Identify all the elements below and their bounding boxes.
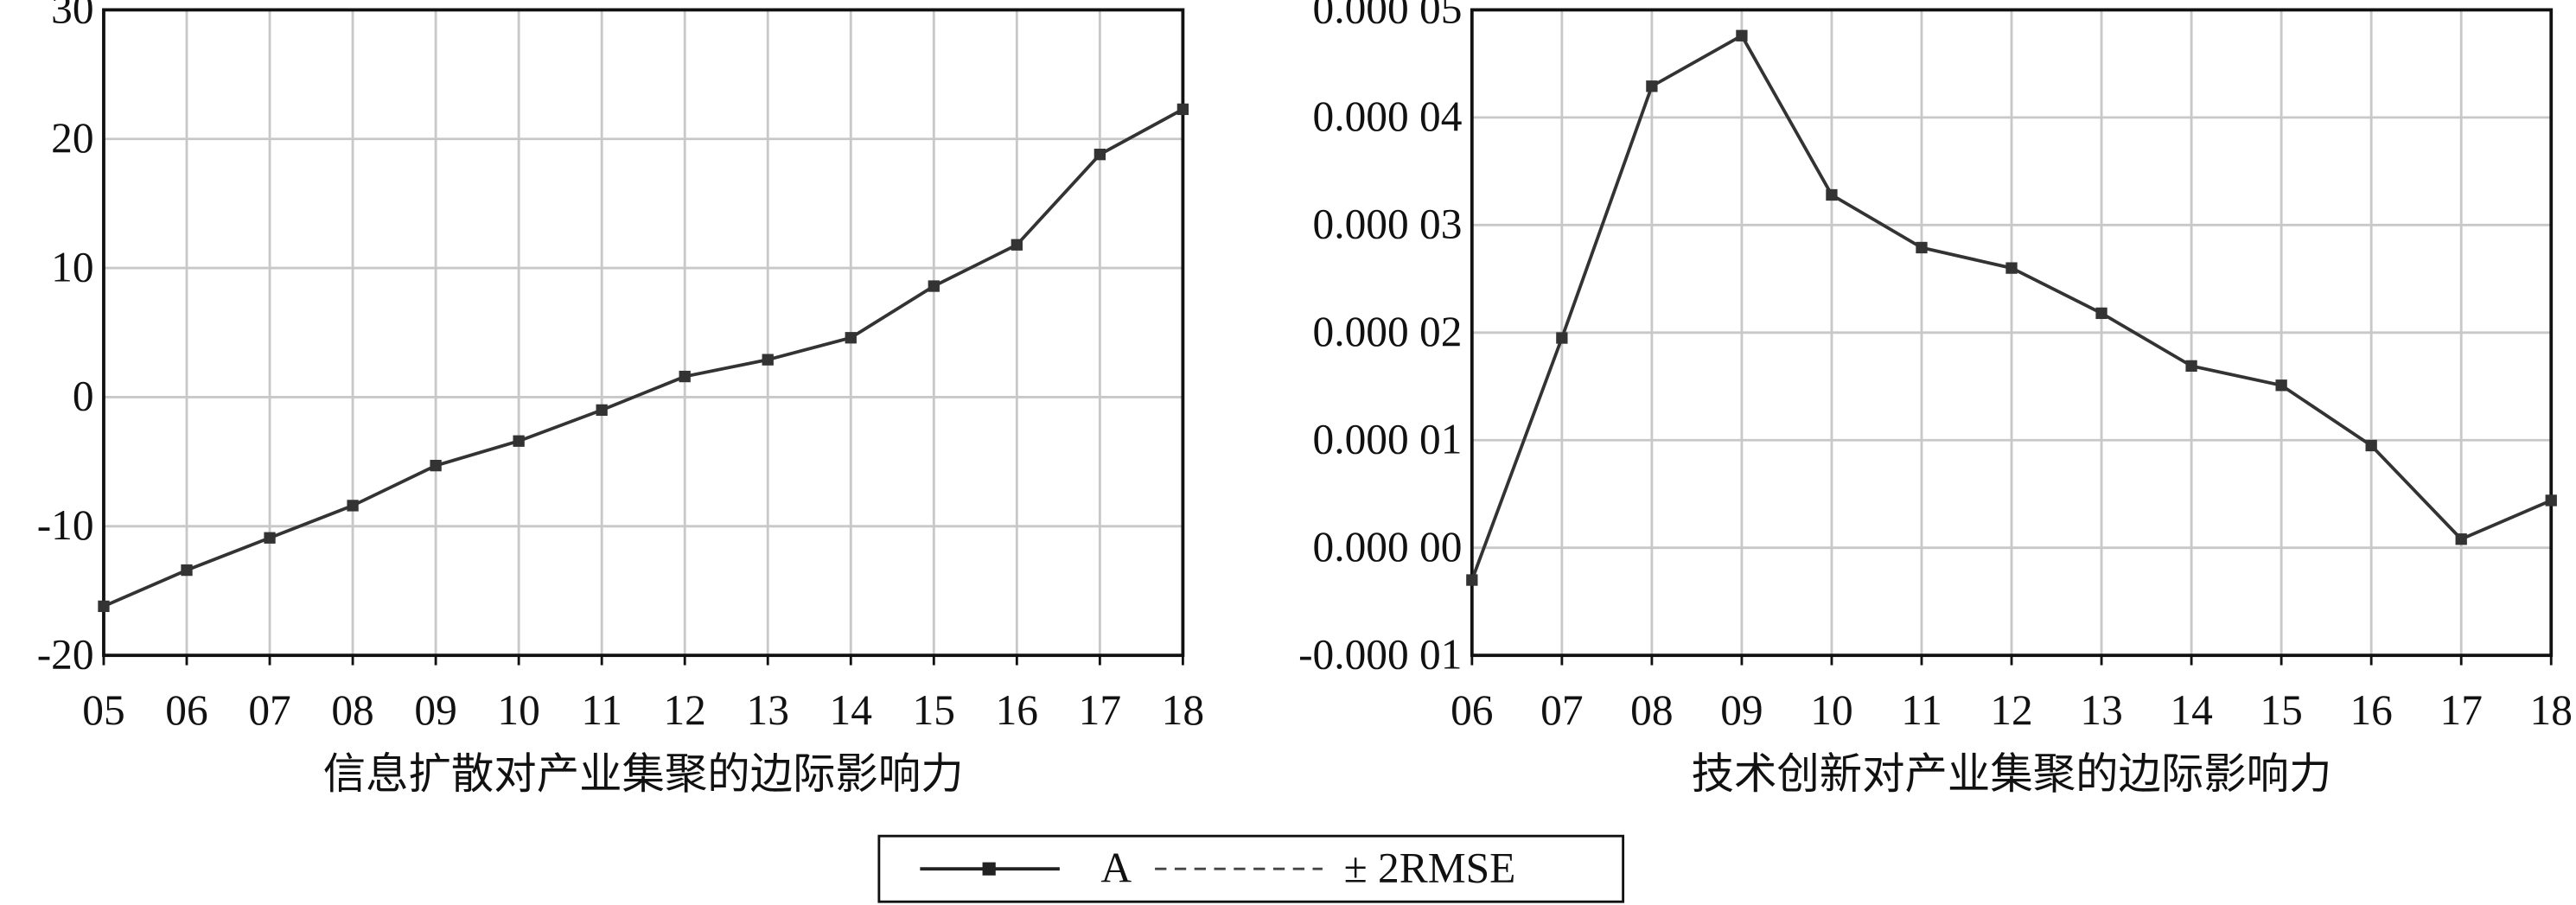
- y-tick-label: -0.000 01: [1298, 630, 1462, 678]
- data-point: [1646, 80, 1658, 92]
- data-point: [430, 459, 442, 472]
- x-tick-label: 18: [2530, 686, 2573, 734]
- y-tick-label: 0: [73, 373, 94, 420]
- x-tick-label: 15: [913, 686, 955, 734]
- y-tick-label: 10: [51, 243, 93, 290]
- data-point: [513, 435, 525, 447]
- data-point: [1094, 149, 1106, 161]
- x-tick-label: 14: [2170, 686, 2212, 734]
- data-point: [596, 404, 608, 417]
- data-point: [762, 354, 774, 366]
- x-tick-label: 08: [1630, 686, 1673, 734]
- y-tick-label: 0.000 00: [1313, 523, 1463, 570]
- legend-label: A: [1100, 844, 1132, 891]
- x-tick-label: 11: [1901, 686, 1942, 734]
- x-tick-label: 06: [165, 686, 207, 734]
- data-point: [1826, 188, 1838, 201]
- x-tick-label: 16: [996, 686, 1038, 734]
- x-tick-label: 15: [2260, 686, 2302, 734]
- data-point: [2005, 262, 2018, 274]
- y-tick-label: 30: [51, 0, 93, 33]
- x-tick-label: 05: [82, 686, 124, 734]
- data-point: [2275, 379, 2287, 392]
- x-tick-label: 08: [331, 686, 373, 734]
- data-point: [264, 532, 276, 544]
- x-tick-label: 16: [2350, 686, 2392, 734]
- x-tick-label: 10: [1810, 686, 1852, 734]
- x-axis-title: 技术创新对产业集聚的边际影响力: [1692, 750, 2332, 798]
- x-tick-label: 17: [1079, 686, 1121, 734]
- data-point: [181, 564, 193, 577]
- legend-marker: [982, 862, 996, 876]
- data-point: [1736, 29, 1748, 41]
- x-tick-label: 13: [2080, 686, 2122, 734]
- x-axis-title: 信息扩散对产业集聚的边际影响力: [323, 750, 964, 798]
- y-tick-label: 0.000 05: [1313, 0, 1463, 33]
- data-point: [845, 332, 857, 344]
- legend-label: ± 2RMSE: [1344, 844, 1516, 891]
- x-tick-label: 11: [581, 686, 622, 734]
- x-tick-label: 14: [830, 686, 872, 734]
- data-point: [2455, 533, 2467, 545]
- data-point: [2545, 494, 2557, 507]
- x-tick-label: 09: [1720, 686, 1763, 734]
- data-point: [1916, 241, 1928, 254]
- y-tick-label: 0.000 04: [1313, 92, 1463, 140]
- data-point: [1176, 103, 1189, 116]
- x-tick-label: 17: [2440, 686, 2483, 734]
- x-tick-label: 12: [663, 686, 705, 734]
- x-tick-label: 09: [414, 686, 456, 734]
- data-point: [347, 500, 359, 512]
- data-point: [1556, 332, 1568, 344]
- x-tick-label: 07: [1540, 686, 1583, 734]
- x-tick-label: 06: [1451, 686, 1493, 734]
- data-line: [103, 107, 1184, 609]
- data-point: [928, 280, 940, 292]
- plot-frame: [102, 8, 1185, 658]
- x-tick-label: 12: [1990, 686, 2032, 734]
- data-point: [2185, 360, 2197, 373]
- x-tick-label: 07: [248, 686, 290, 734]
- y-tick-label: -20: [37, 630, 94, 678]
- data-point: [98, 600, 110, 613]
- y-tick-label: 20: [51, 114, 93, 162]
- data-point: [2095, 307, 2107, 320]
- y-tick-label: 0.000 03: [1313, 200, 1463, 247]
- y-tick-label: 0.000 01: [1313, 415, 1463, 462]
- x-tick-label: 18: [1162, 686, 1204, 734]
- data-point: [1011, 239, 1023, 251]
- data-point: [2365, 439, 2377, 452]
- y-tick-label: 0.000 02: [1313, 308, 1463, 355]
- x-tick-label: 10: [497, 686, 539, 734]
- data-point: [1466, 574, 1478, 586]
- legend-box: [877, 834, 1625, 903]
- y-tick-label: -10: [37, 501, 94, 549]
- plot-frame: [1470, 8, 2554, 658]
- x-tick-label: 13: [747, 686, 789, 734]
- data-point: [679, 370, 691, 383]
